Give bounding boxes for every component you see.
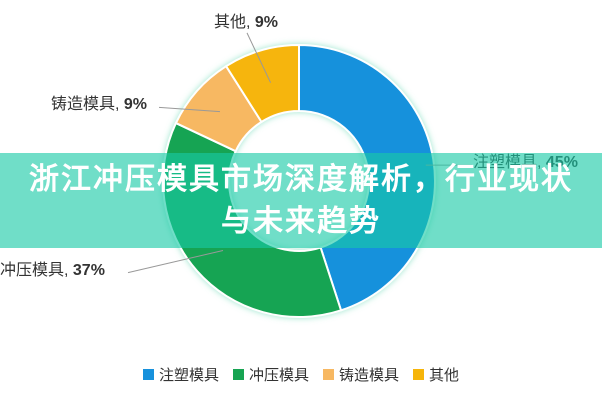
svg-text:铸造模具, 9%: 铸造模具, 9%	[51, 95, 147, 113]
svg-text:冲压模具, 37%: 冲压模具, 37%	[0, 261, 105, 279]
svg-text:其他, 9%: 其他, 9%	[214, 13, 278, 31]
